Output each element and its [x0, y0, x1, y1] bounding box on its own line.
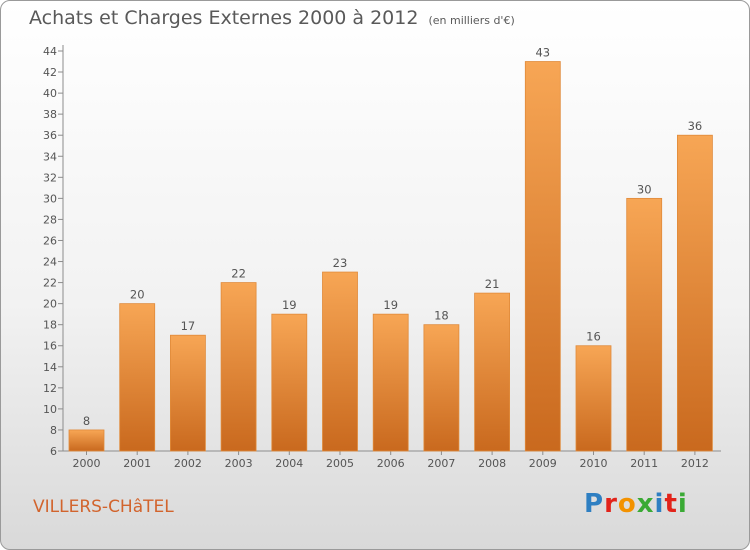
y-tick-label: 40	[43, 87, 57, 100]
x-tick-label: 2002	[174, 457, 202, 470]
logo-letter: o	[617, 489, 637, 519]
data-label: 30	[637, 182, 652, 196]
data-label: 18	[434, 309, 449, 323]
logo-letter: r	[604, 489, 618, 519]
y-tick-label: 6	[50, 445, 57, 458]
proxiti-logo[interactable]: Proxiti	[584, 489, 688, 519]
data-label: 19	[282, 298, 297, 312]
data-label: 23	[333, 256, 348, 270]
y-tick-label: 36	[43, 129, 57, 142]
chart-title: Achats et Charges Externes 2000 à 2012 (e…	[29, 7, 515, 29]
x-tick-label: 2010	[580, 457, 608, 470]
y-tick-label: 14	[43, 361, 57, 374]
logo-letter: i	[677, 489, 688, 519]
chart-unit: (en milliers d'€)	[428, 14, 515, 27]
data-label: 22	[231, 267, 246, 281]
y-tick-label: 16	[43, 340, 57, 353]
bar-2011	[626, 197, 663, 452]
x-tick-label: 2005	[326, 457, 354, 470]
bar-2006	[372, 313, 409, 452]
y-tick-label: 38	[43, 108, 57, 121]
data-label: 16	[586, 330, 601, 344]
y-tick-label: 24	[43, 256, 57, 269]
y-tick-label: 10	[43, 403, 57, 416]
x-tick-label: 2011	[630, 457, 658, 470]
bar-2010	[575, 345, 612, 452]
x-tick-label: 2000	[73, 457, 101, 470]
bar-2009	[524, 61, 561, 452]
x-tick-label: 2012	[681, 457, 709, 470]
bar-2008	[474, 292, 511, 452]
y-tick-label: 12	[43, 382, 57, 395]
x-tick-label: 2004	[275, 457, 303, 470]
bar-2005	[322, 271, 358, 452]
logo-letter: t	[664, 489, 678, 519]
y-tick-label: 44	[43, 45, 57, 58]
x-tick-label: 2003	[225, 457, 253, 470]
y-tick-label: 32	[43, 171, 57, 184]
y-tick-label: 42	[43, 66, 57, 79]
chart-title-text: Achats et Charges Externes 2000 à 2012	[29, 7, 419, 29]
bar-2003	[220, 282, 257, 452]
y-tick-label: 30	[43, 192, 57, 205]
bar-2001	[119, 303, 156, 452]
y-tick-label: 8	[50, 424, 57, 437]
logo-letter: P	[584, 489, 605, 519]
data-label: 17	[181, 319, 196, 333]
data-label: 21	[485, 277, 500, 291]
y-tick-label: 18	[43, 319, 57, 332]
bar-2007	[423, 324, 460, 452]
data-label: 19	[383, 298, 398, 312]
logo-letter: x	[636, 489, 655, 519]
data-label: 20	[130, 288, 145, 302]
bars	[68, 61, 713, 452]
bar-2002	[169, 334, 206, 452]
data-label: 43	[535, 46, 550, 60]
data-label: 8	[83, 414, 90, 428]
y-tick-label: 28	[43, 213, 57, 226]
logo-letter: i	[654, 489, 665, 519]
bar-2004	[271, 313, 308, 452]
y-tick-label: 20	[43, 298, 57, 311]
y-tick-label: 26	[43, 234, 57, 247]
commune-name: VILLERS-CHâTEL	[33, 497, 174, 517]
x-tick-label: 2001	[123, 457, 151, 470]
x-tick-label: 2009	[529, 457, 557, 470]
y-tick-label: 34	[43, 150, 57, 163]
bar-2000	[68, 429, 105, 452]
bar-2012	[677, 134, 713, 452]
x-tick-label: 2006	[377, 457, 405, 470]
data-labels: 8 2000 20 2001 17 2002 22 2003 19 2004 23 2005 19 200…	[73, 46, 709, 470]
x-tick-label: 2008	[478, 457, 506, 470]
x-tick-label: 2007	[427, 457, 455, 470]
data-label: 36	[688, 119, 703, 133]
y-tick-label: 22	[43, 277, 57, 290]
